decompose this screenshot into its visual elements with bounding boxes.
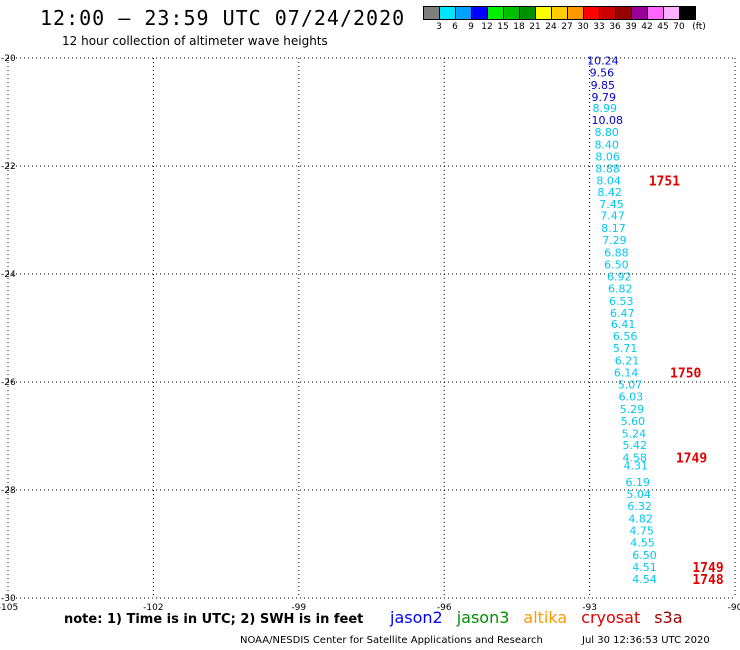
swh-data-label: 5.71 (613, 342, 638, 355)
swh-data-label: 8.88 (595, 163, 620, 176)
color-scale-label: 27 (561, 22, 573, 32)
swh-data-label: 5.60 (621, 415, 646, 428)
swh-data-label: 9.85 (591, 79, 616, 92)
swh-data-labels: 10.249.569.859.798.9910.088.808.408.068.… (587, 55, 657, 586)
time-annotation: 1748 (692, 573, 723, 588)
swh-data-label: 4.82 (628, 513, 653, 526)
y-tick-label: -22 (1, 162, 16, 172)
swh-data-label: 10.08 (592, 114, 624, 127)
swh-data-label: 9.56 (590, 67, 615, 80)
color-scale-label: 15 (497, 22, 509, 32)
color-scale-label: 3 (436, 22, 442, 32)
swh-data-label: 6.82 (608, 283, 633, 296)
swh-data-label: 8.99 (593, 102, 618, 115)
color-scale-label: (ft) (692, 22, 706, 32)
x-tick-label: -99 (291, 603, 306, 613)
color-scale-label: 6 (452, 22, 458, 32)
x-tick-label: -96 (437, 603, 452, 613)
satellite-legend-s3a: s3a (654, 608, 683, 627)
color-scale-label: 18 (513, 22, 525, 32)
swh-data-label: 6.41 (611, 318, 636, 331)
swh-data-label: 6.14 (614, 366, 639, 379)
color-scale-labels: 3 6 9 12 15 18 21 24 27 30 33 36 39 42 45 70 (ft) (423, 22, 740, 34)
chart-title: 12:00 – 23:59 UTC 07/24/2020 (40, 6, 406, 30)
swh-data-label: 6.47 (610, 307, 635, 320)
swh-data-label: 6.92 (607, 271, 632, 284)
swh-data-label: 4.75 (629, 525, 654, 538)
satellite-legend-jason3: jason3 (456, 608, 510, 627)
swh-data-label: 10.24 (587, 55, 619, 68)
x-tick-label: -90 (728, 603, 740, 613)
swh-data-label: 8.06 (595, 150, 620, 163)
time-annotation: 1749 (692, 561, 723, 576)
swh-data-label: 6.03 (619, 391, 644, 404)
swh-data-label: 6.50 (604, 258, 629, 271)
swh-data-label: 5.29 (620, 403, 645, 416)
swh-data-label: 7.29 (602, 234, 627, 247)
swh-data-label: 7.45 (599, 198, 624, 211)
color-scale-label: 70 (673, 22, 685, 32)
time-annotation: 1750 (670, 366, 701, 381)
swh-data-label: 8.04 (596, 175, 621, 188)
x-tick-label: -93 (582, 603, 597, 613)
y-tick-label: -24 (1, 270, 16, 280)
color-scale-label: 36 (609, 22, 621, 32)
x-tick-labels: -105 -102 -99 -96 -93 -90 (0, 603, 740, 613)
y-tick-label: -30 (1, 594, 16, 604)
swh-data-label: 4.58 (623, 452, 648, 465)
x-tick-label: -102 (143, 603, 163, 613)
color-scale-label: 45 (657, 22, 669, 32)
color-scale-label: 30 (577, 22, 589, 32)
satellite-legend-jason2: jason2 (390, 608, 443, 627)
swh-data-label: 9.79 (592, 91, 617, 104)
swh-data-label: 6.56 (613, 330, 638, 343)
swh-data-label: 4.54 (632, 573, 657, 586)
generation-timestamp: Jul 30 12:36:53 UTC 2020 (582, 635, 710, 646)
color-scale-label: 21 (529, 22, 541, 32)
swh-data-label: 8.40 (594, 138, 619, 151)
y-tick-label: -26 (1, 378, 16, 388)
y-tick-labels: -20 -22 -24 -26 -28 -30 (1, 54, 16, 604)
color-scale-label: 42 (641, 22, 653, 32)
satellite-legend: jason2 jason3 altika cryosat s3a (390, 608, 697, 627)
satellite-legend-cryosat: cryosat (581, 608, 641, 627)
swh-data-label: 8.17 (601, 222, 626, 235)
swh-data-label: 5.07 (618, 379, 643, 392)
color-scale-label: 24 (545, 22, 557, 32)
swh-data-label: 7.47 (600, 210, 625, 223)
color-scale-label: 12 (481, 22, 493, 32)
color-scale-label: 33 (593, 22, 605, 32)
satellite-legend-altika: altika (523, 608, 568, 627)
swh-data-label: 6.21 (615, 354, 640, 367)
swh-data-label: 8.80 (594, 126, 619, 139)
swh-data-label: 6.53 (609, 295, 634, 308)
time-annotation: 1749 (676, 452, 707, 467)
swh-data-label: 6.50 (632, 549, 657, 562)
swh-data-label: 4.51 (632, 561, 657, 574)
color-scale-label: 39 (625, 22, 637, 32)
chart-subtitle: 12 hour collection of altimeter wave hei… (62, 34, 328, 48)
swh-data-label: 5.42 (623, 439, 648, 452)
swh-data-label: 4.31 (624, 460, 649, 473)
units-note: note: 1) Time is in UTC; 2) SWH is in fe… (64, 612, 364, 627)
color-swatch (679, 6, 696, 20)
swh-data-label: 6.19 (625, 476, 650, 489)
swh-data-label: 4.55 (630, 536, 655, 549)
swh-data-label: 6.32 (627, 500, 652, 513)
swh-data-label: 5.04 (626, 488, 651, 501)
color-scale-label: 9 (468, 22, 474, 32)
y-tick-label: -20 (1, 54, 16, 64)
swh-data-label: 5.24 (622, 427, 647, 440)
wave-height-color-scale (423, 6, 696, 20)
time-annotation: 1751 (649, 175, 680, 190)
x-tick-label: -105 (0, 603, 18, 613)
swh-data-label: 6.88 (604, 246, 629, 259)
swh-data-label: 8.42 (597, 186, 622, 199)
y-tick-label: -28 (1, 486, 16, 496)
credit-line: NOAA/NESDIS Center for Satellite Applica… (240, 635, 543, 646)
